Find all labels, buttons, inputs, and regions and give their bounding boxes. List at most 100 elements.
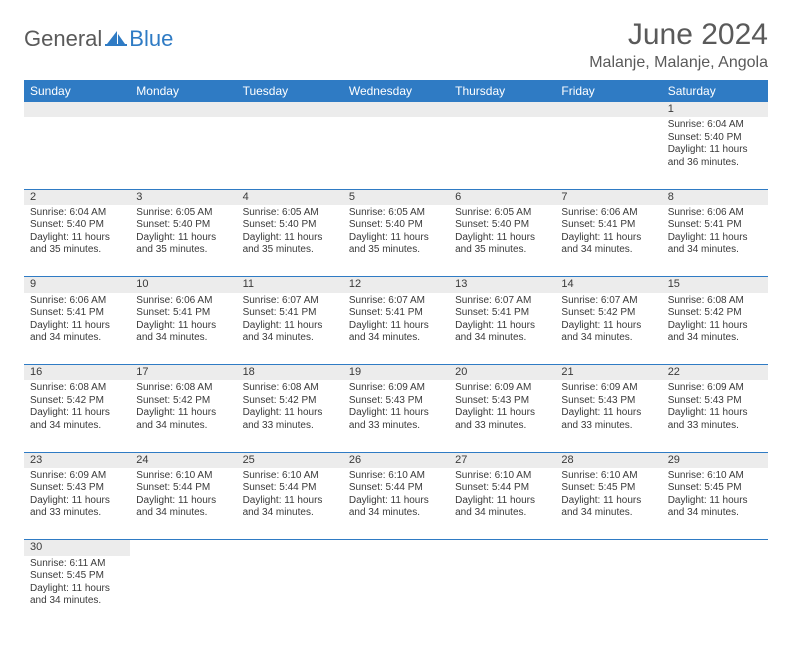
brand-logo: General Blue xyxy=(24,18,173,52)
day-detail-cell xyxy=(237,556,343,628)
sunrise-line: Sunrise: 6:06 AM xyxy=(668,207,762,220)
sunrise-line: Sunrise: 6:11 AM xyxy=(30,558,124,571)
sunrise-line: Sunrise: 6:09 AM xyxy=(30,470,124,483)
sunset-line: Sunset: 5:42 PM xyxy=(561,307,655,320)
daylight-line: Daylight: 11 hours and 34 minutes. xyxy=(455,320,549,345)
daylight-line: Daylight: 11 hours and 34 minutes. xyxy=(30,320,124,345)
daylight-line: Daylight: 11 hours and 35 minutes. xyxy=(243,232,337,257)
weekday-header: Thursday xyxy=(449,80,555,102)
sunset-line: Sunset: 5:44 PM xyxy=(455,482,549,495)
sunset-line: Sunset: 5:41 PM xyxy=(561,219,655,232)
day-detail-cell: Sunrise: 6:08 AMSunset: 5:42 PMDaylight:… xyxy=(130,380,236,452)
day-number-cell: 20 xyxy=(449,365,555,381)
daylight-line: Daylight: 11 hours and 34 minutes. xyxy=(561,232,655,257)
day-number-cell: 5 xyxy=(343,189,449,205)
sunrise-line: Sunrise: 6:08 AM xyxy=(668,295,762,308)
day-detail-cell: Sunrise: 6:08 AMSunset: 5:42 PMDaylight:… xyxy=(662,293,768,365)
sunrise-line: Sunrise: 6:09 AM xyxy=(668,382,762,395)
day-number-cell xyxy=(555,540,661,556)
sunrise-line: Sunrise: 6:08 AM xyxy=(136,382,230,395)
day-detail-cell xyxy=(343,556,449,628)
day-detail-cell: Sunrise: 6:06 AMSunset: 5:41 PMDaylight:… xyxy=(555,205,661,277)
sunset-line: Sunset: 5:41 PM xyxy=(243,307,337,320)
sunrise-line: Sunrise: 6:07 AM xyxy=(561,295,655,308)
weekday-header: Wednesday xyxy=(343,80,449,102)
day-number-row: 1 xyxy=(24,102,768,117)
day-detail-cell: Sunrise: 6:08 AMSunset: 5:42 PMDaylight:… xyxy=(237,380,343,452)
weekday-header: Friday xyxy=(555,80,661,102)
day-detail-cell: Sunrise: 6:10 AMSunset: 5:45 PMDaylight:… xyxy=(555,468,661,540)
daylight-line: Daylight: 11 hours and 34 minutes. xyxy=(668,320,762,345)
day-detail-cell: Sunrise: 6:09 AMSunset: 5:43 PMDaylight:… xyxy=(449,380,555,452)
day-number-cell: 14 xyxy=(555,277,661,293)
day-detail-cell: Sunrise: 6:09 AMSunset: 5:43 PMDaylight:… xyxy=(343,380,449,452)
day-number-row: 2345678 xyxy=(24,189,768,205)
calendar-table: SundayMondayTuesdayWednesdayThursdayFrid… xyxy=(24,80,768,628)
sunrise-line: Sunrise: 6:06 AM xyxy=(561,207,655,220)
day-detail-cell xyxy=(130,117,236,189)
day-number-row: 30 xyxy=(24,540,768,556)
day-detail-cell: Sunrise: 6:05 AMSunset: 5:40 PMDaylight:… xyxy=(130,205,236,277)
sunrise-line: Sunrise: 6:05 AM xyxy=(455,207,549,220)
day-detail-row: Sunrise: 6:04 AMSunset: 5:40 PMDaylight:… xyxy=(24,205,768,277)
day-detail-cell: Sunrise: 6:10 AMSunset: 5:45 PMDaylight:… xyxy=(662,468,768,540)
sunset-line: Sunset: 5:40 PM xyxy=(30,219,124,232)
day-detail-cell: Sunrise: 6:04 AMSunset: 5:40 PMDaylight:… xyxy=(662,117,768,189)
calendar-page: General Blue June 2024 Malanje, Malanje,… xyxy=(0,0,792,646)
day-number-cell: 27 xyxy=(449,452,555,468)
sunset-line: Sunset: 5:44 PM xyxy=(243,482,337,495)
daylight-line: Daylight: 11 hours and 35 minutes. xyxy=(30,232,124,257)
sunset-line: Sunset: 5:42 PM xyxy=(243,395,337,408)
weekday-header: Sunday xyxy=(24,80,130,102)
sunrise-line: Sunrise: 6:07 AM xyxy=(349,295,443,308)
sunset-line: Sunset: 5:44 PM xyxy=(136,482,230,495)
daylight-line: Daylight: 11 hours and 35 minutes. xyxy=(349,232,443,257)
sail-icon xyxy=(105,29,127,52)
day-number-cell: 22 xyxy=(662,365,768,381)
day-detail-cell: Sunrise: 6:09 AMSunset: 5:43 PMDaylight:… xyxy=(555,380,661,452)
day-detail-cell: Sunrise: 6:06 AMSunset: 5:41 PMDaylight:… xyxy=(662,205,768,277)
sunrise-line: Sunrise: 6:06 AM xyxy=(136,295,230,308)
sunset-line: Sunset: 5:41 PM xyxy=(349,307,443,320)
sunrise-line: Sunrise: 6:08 AM xyxy=(243,382,337,395)
sunrise-line: Sunrise: 6:10 AM xyxy=(668,470,762,483)
day-detail-row: Sunrise: 6:04 AMSunset: 5:40 PMDaylight:… xyxy=(24,117,768,189)
day-detail-cell: Sunrise: 6:10 AMSunset: 5:44 PMDaylight:… xyxy=(130,468,236,540)
sunset-line: Sunset: 5:43 PM xyxy=(668,395,762,408)
daylight-line: Daylight: 11 hours and 34 minutes. xyxy=(30,407,124,432)
day-number-cell: 4 xyxy=(237,189,343,205)
sunset-line: Sunset: 5:43 PM xyxy=(30,482,124,495)
sunrise-line: Sunrise: 6:04 AM xyxy=(30,207,124,220)
day-number-cell: 11 xyxy=(237,277,343,293)
sunrise-line: Sunrise: 6:10 AM xyxy=(136,470,230,483)
day-number-cell: 29 xyxy=(662,452,768,468)
sunrise-line: Sunrise: 6:07 AM xyxy=(243,295,337,308)
day-detail-cell: Sunrise: 6:05 AMSunset: 5:40 PMDaylight:… xyxy=(343,205,449,277)
sunrise-line: Sunrise: 6:07 AM xyxy=(455,295,549,308)
daylight-line: Daylight: 11 hours and 33 minutes. xyxy=(668,407,762,432)
header-right: June 2024 Malanje, Malanje, Angola xyxy=(589,18,768,72)
day-number-cell xyxy=(555,102,661,117)
day-detail-cell: Sunrise: 6:07 AMSunset: 5:41 PMDaylight:… xyxy=(449,293,555,365)
day-number-cell: 6 xyxy=(449,189,555,205)
day-detail-cell: Sunrise: 6:05 AMSunset: 5:40 PMDaylight:… xyxy=(449,205,555,277)
sunrise-line: Sunrise: 6:10 AM xyxy=(561,470,655,483)
day-number-cell: 23 xyxy=(24,452,130,468)
day-number-cell: 12 xyxy=(343,277,449,293)
daylight-line: Daylight: 11 hours and 34 minutes. xyxy=(136,407,230,432)
day-detail-cell: Sunrise: 6:11 AMSunset: 5:45 PMDaylight:… xyxy=(24,556,130,628)
sunrise-line: Sunrise: 6:05 AM xyxy=(136,207,230,220)
day-detail-row: Sunrise: 6:08 AMSunset: 5:42 PMDaylight:… xyxy=(24,380,768,452)
daylight-line: Daylight: 11 hours and 34 minutes. xyxy=(349,495,443,520)
day-number-cell xyxy=(343,540,449,556)
day-detail-row: Sunrise: 6:11 AMSunset: 5:45 PMDaylight:… xyxy=(24,556,768,628)
daylight-line: Daylight: 11 hours and 34 minutes. xyxy=(561,495,655,520)
day-detail-cell: Sunrise: 6:06 AMSunset: 5:41 PMDaylight:… xyxy=(24,293,130,365)
sunset-line: Sunset: 5:41 PM xyxy=(668,219,762,232)
day-number-cell: 1 xyxy=(662,102,768,117)
sunset-line: Sunset: 5:41 PM xyxy=(455,307,549,320)
sunset-line: Sunset: 5:43 PM xyxy=(561,395,655,408)
daylight-line: Daylight: 11 hours and 34 minutes. xyxy=(668,495,762,520)
sunset-line: Sunset: 5:43 PM xyxy=(455,395,549,408)
day-number-cell: 13 xyxy=(449,277,555,293)
